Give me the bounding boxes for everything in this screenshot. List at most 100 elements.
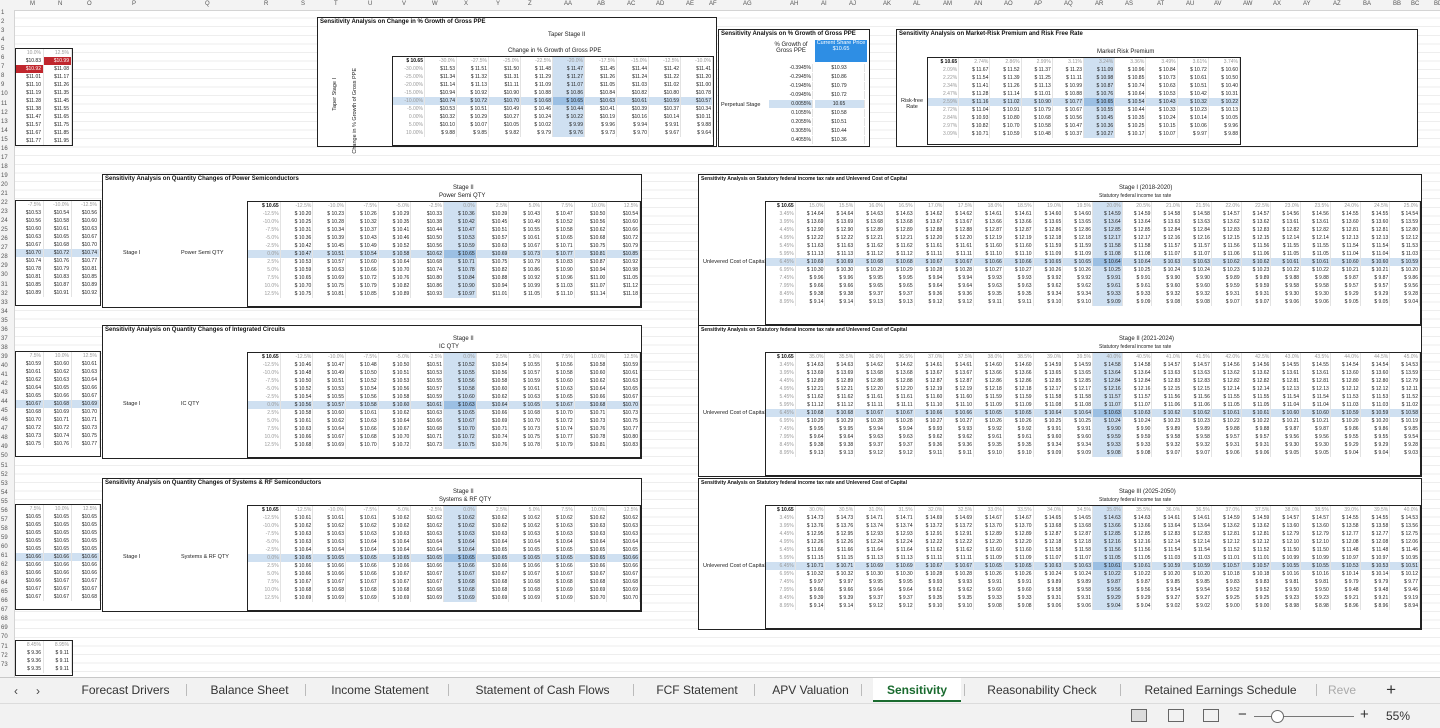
grid-cell[interactable]: $ 11.56 xyxy=(1093,546,1123,554)
grid-cell[interactable]: $ 10.24 xyxy=(1063,570,1093,578)
grid-cell[interactable]: $ 9.04 xyxy=(1390,298,1420,306)
row-label[interactable]: 73 xyxy=(1,661,8,668)
grid-cell[interactable]: $ 13.60 xyxy=(1271,522,1302,530)
grid-cell[interactable]: $ 11.58 xyxy=(1123,242,1153,250)
grid-cell[interactable]: $ 8.94 xyxy=(1390,602,1420,610)
row-label[interactable]: 22 xyxy=(1,200,8,207)
grid-cell[interactable]: $ 12.86 xyxy=(1034,226,1064,234)
grid-cell[interactable]: $ 11.58 xyxy=(1034,393,1064,401)
grid-cell[interactable]: $ 12.14 xyxy=(1242,385,1272,393)
grid-cell[interactable]: $ 11.13 xyxy=(1022,82,1053,90)
grid-cell[interactable]: $ 10.69 xyxy=(795,258,826,266)
grid-cell[interactable]: $ 14.62 xyxy=(855,361,885,369)
column-header[interactable]: -10.0% xyxy=(313,202,346,210)
grid-cell[interactable]: $ 9.85 xyxy=(1152,578,1183,586)
grid-cell[interactable]: $ 10.31 xyxy=(281,226,314,234)
column-header[interactable]: 3.61% xyxy=(1178,58,1209,66)
grid-cell[interactable]: $ 11.11 xyxy=(855,401,885,409)
grid-cell[interactable]: $10.80 xyxy=(607,433,640,441)
grid-cell[interactable]: $ 10.63 xyxy=(1122,409,1153,417)
grid-cell[interactable]: $ 14.55 xyxy=(1361,514,1391,522)
column-label[interactable]: W xyxy=(432,1,438,7)
left-cell[interactable]: $10.56 xyxy=(16,217,44,225)
row-label[interactable]: 26 xyxy=(1,236,8,243)
grid-cell[interactable]: $ 11.10 xyxy=(944,401,975,409)
row-label[interactable]: 25 xyxy=(1,227,8,234)
grid-cell[interactable]: $ 10.24 xyxy=(521,113,553,121)
grid-cell[interactable]: $ 10.61 xyxy=(313,514,346,522)
grid-cell[interactable]: $10.10 xyxy=(425,121,457,129)
grid-cell[interactable]: $ 9.59 xyxy=(1123,433,1153,441)
left-cell[interactable]: $10.70 xyxy=(72,241,100,249)
column-label[interactable]: V xyxy=(402,1,407,7)
grid-cell[interactable]: $ 10.55 xyxy=(1271,562,1302,570)
grid-cell[interactable]: $ 10.65 xyxy=(281,274,314,282)
grid-cell[interactable]: $ 10.51 xyxy=(1178,82,1209,90)
left-cell[interactable]: $10.92 xyxy=(16,65,44,73)
grid-cell[interactable]: $10.57 xyxy=(411,385,444,393)
grid-cell[interactable]: $ 10.48 xyxy=(346,361,379,369)
column-header[interactable]: -7.5% xyxy=(346,353,379,361)
row-header[interactable]: 0.00% xyxy=(393,113,425,121)
grid-cell[interactable]: $ 10.33 xyxy=(1146,106,1178,114)
column-header[interactable]: 3.24% xyxy=(1084,58,1116,66)
grid-cell[interactable]: $ 10.63 xyxy=(509,393,542,401)
grid-cell[interactable]: $ 12.20 xyxy=(855,385,885,393)
column-header[interactable]: -7.5% xyxy=(346,506,379,514)
grid-cell[interactable]: $ 9.31 xyxy=(1212,441,1242,449)
grid-cell[interactable]: $ 11.54 xyxy=(1271,393,1302,401)
column-header[interactable]: 32.0% xyxy=(915,506,945,514)
grid-cell[interactable]: $ 10.45 xyxy=(313,242,346,250)
grid-cell[interactable]: $ 10.61 xyxy=(1211,409,1242,417)
grid-cell[interactable]: $ 12.80 xyxy=(1361,377,1391,385)
grid-cell[interactable]: $ 10.24 xyxy=(1123,417,1153,425)
grid-cell[interactable]: $ 9.12 xyxy=(915,298,945,306)
grid-cell[interactable]: $11.41 xyxy=(681,65,713,73)
column-header[interactable]: 36.5% xyxy=(885,353,915,361)
grid-cell[interactable]: $10.61 xyxy=(411,401,444,409)
grid-cell[interactable]: $ 10.69 xyxy=(542,586,575,594)
grid-cell[interactable]: $ 11.47 xyxy=(553,65,585,73)
column-header[interactable]: -12.5% xyxy=(281,353,314,361)
grid-cell[interactable]: $ 9.64 xyxy=(681,129,713,137)
corner-value[interactable]: $ 10.65 xyxy=(766,506,796,514)
page-break-preview-icon[interactable] xyxy=(1203,709,1219,722)
column-label[interactable]: P xyxy=(132,1,137,7)
column-header[interactable]: 22.5% xyxy=(1242,202,1272,210)
grid-cell[interactable]: $ 9.63 xyxy=(974,282,1004,290)
grid-cell[interactable]: $ 10.64 xyxy=(542,538,575,546)
grid-cell[interactable]: $ 10.69 xyxy=(855,562,885,570)
grid-cell[interactable]: $ 9.93 xyxy=(1004,274,1034,282)
grid-cell[interactable]: $11.20 xyxy=(681,73,713,81)
grid-cell[interactable]: $ 10.72 xyxy=(457,97,489,105)
row-label[interactable]: 44 xyxy=(1,399,8,406)
row-label[interactable]: 32 xyxy=(1,290,8,297)
grid-cell[interactable]: $10.59 xyxy=(411,393,444,401)
grid-cell[interactable]: $ 9.60 xyxy=(1182,282,1212,290)
grid-cell[interactable]: $10.80 xyxy=(649,89,681,97)
grid-cell[interactable]: $ 11.62 xyxy=(855,242,885,250)
grid-cell[interactable]: $ 13.68 xyxy=(855,218,885,226)
column-header[interactable]: -22.5% xyxy=(521,57,553,65)
grid-cell[interactable]: $ 9.60 xyxy=(1004,586,1034,594)
sheet-tab-forecast-drivers[interactable]: Forecast Drivers xyxy=(81,683,170,697)
grid-cell[interactable]: $ 12.08 xyxy=(1361,538,1391,546)
grid-cell[interactable]: $ 12.81 xyxy=(1301,377,1331,385)
row-header[interactable]: 3.45% xyxy=(766,514,796,522)
row-header[interactable]: 2.47% xyxy=(928,90,960,98)
grid-cell[interactable]: $ 11.52 xyxy=(1212,546,1242,554)
column-label[interactable]: AU xyxy=(1186,1,1195,7)
grid-cell[interactable]: $ 12.81 xyxy=(1271,377,1302,385)
row-header[interactable]: 3.45% xyxy=(766,361,796,369)
grid-cell[interactable]: $ 9.85 xyxy=(457,129,489,137)
row-header[interactable]: 0.0% xyxy=(248,250,281,258)
grid-cell[interactable]: $ 10.58 xyxy=(379,393,412,401)
grid-cell[interactable]: $ 9.90 xyxy=(1093,425,1123,433)
grid-cell[interactable]: $10.85 xyxy=(607,250,640,258)
grid-cell[interactable]: $ 9.96 xyxy=(825,274,856,282)
grid-cell[interactable]: $ 11.11 xyxy=(915,250,945,258)
grid-cell[interactable]: $ 11.56 xyxy=(1212,242,1242,250)
grid-cell[interactable]: $ 12.19 xyxy=(915,385,945,393)
left-cell[interactable]: $10.66 xyxy=(16,553,44,561)
grid-cell[interactable]: $ 10.43 xyxy=(346,234,379,242)
